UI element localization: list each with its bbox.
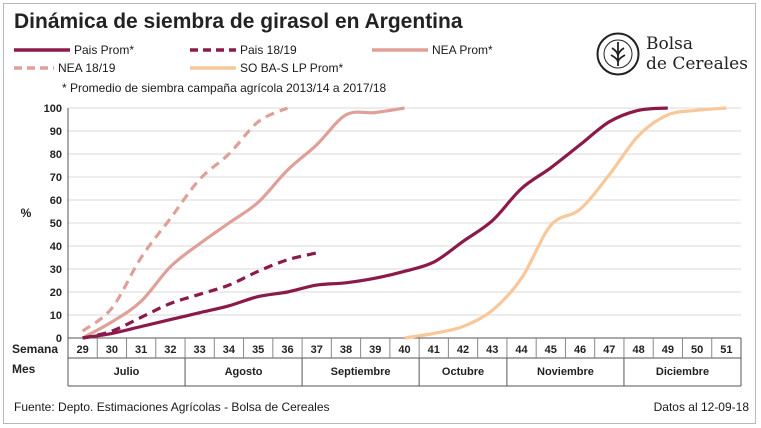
week-tick-label: 50 — [691, 344, 703, 356]
series-line-pais-18-19 — [82, 251, 318, 340]
legend-swatch-pais-prom — [14, 48, 70, 52]
week-row-label: Semana — [12, 342, 58, 356]
legend-label-nea-prom: NEA Prom* — [432, 43, 493, 57]
week-tick-label: 44 — [515, 344, 528, 356]
week-tick-label: 42 — [457, 344, 469, 356]
chart-note: * Promedio de siembra campaña agrícola 2… — [62, 81, 387, 95]
week-tick-label: 43 — [486, 344, 498, 356]
y-tick-label: 10 — [50, 310, 62, 322]
week-tick-label: 32 — [164, 344, 176, 356]
y-tick-label: 100 — [44, 103, 62, 115]
legend-item-soba-prom: SO BA-S LP Prom* — [190, 61, 343, 75]
series-line-pais-prom — [82, 106, 668, 340]
series-line-nea-prom — [81, 106, 405, 340]
legend-item-pais-prom: Pais Prom* — [14, 43, 134, 57]
y-tick-label: 60 — [50, 195, 62, 207]
y-tick-label: 30 — [50, 264, 62, 276]
source-footnote: Fuente: Depto. Estimaciones Agrícolas - … — [14, 400, 330, 414]
legend-label-pais-prom: Pais Prom* — [74, 43, 135, 57]
legend-item-nea-prom: NEA Prom* — [372, 43, 493, 57]
month-label: Diciembre — [656, 366, 709, 378]
y-tick-label: 80 — [50, 149, 62, 161]
week-tick-label: 37 — [311, 344, 323, 356]
legend-item-nea-1819: NEA 18/19 — [14, 61, 115, 75]
month-label: Septiembre — [331, 366, 391, 378]
week-tick-label: 34 — [223, 344, 236, 356]
week-tick-label: 29 — [77, 344, 89, 356]
logo-text-line1: Bolsa — [646, 34, 694, 54]
legend-label-pais-1819: Pais 18/19 — [240, 43, 297, 57]
week-tick-label: 51 — [720, 344, 732, 356]
y-tick-label: 90 — [50, 126, 62, 138]
month-label: Agosto — [225, 366, 263, 378]
y-tick-label: 40 — [50, 241, 62, 253]
seal-icon — [596, 32, 640, 76]
month-label: Julio — [114, 366, 140, 378]
chart-title: Dinámica de siembra de girasol en Argent… — [14, 10, 463, 33]
date-footnote: Datos al 12-09-18 — [653, 400, 749, 414]
y-tick-label: 0 — [56, 333, 62, 345]
series-line-so-ba-s-lp-prom — [404, 106, 727, 340]
week-tick-label: 30 — [106, 344, 118, 356]
month-label: Noviembre — [537, 366, 594, 378]
week-tick-label: 39 — [369, 344, 381, 356]
week-tick-label: 38 — [340, 344, 352, 356]
y-tick-label: 50 — [50, 218, 62, 230]
bolsa-de-cereales-logo: Bolsa de Cereales — [596, 30, 748, 78]
week-tick-label: 49 — [662, 344, 674, 356]
month-row-label: Mes — [12, 362, 36, 376]
legend-swatch-nea-1819 — [14, 66, 54, 70]
y-axis-label: % — [21, 206, 32, 220]
week-tick-label: 40 — [398, 344, 410, 356]
week-tick-label: 41 — [428, 344, 440, 356]
week-tick-label: 33 — [194, 344, 206, 356]
logo-text-line2: de Cereales — [646, 54, 748, 74]
legend-swatch-pais-1819 — [190, 48, 236, 52]
week-tick-label: 31 — [135, 344, 147, 356]
legend-label-soba-prom: SO BA-S LP Prom* — [240, 61, 344, 75]
y-tick-label: 70 — [50, 172, 62, 184]
week-tick-label: 35 — [252, 344, 264, 356]
legend-label-nea-1819: NEA 18/19 — [58, 61, 116, 75]
legend-swatch-soba-prom — [190, 66, 236, 70]
legend-item-pais-1819: Pais 18/19 — [190, 43, 297, 57]
week-tick-label: 48 — [632, 344, 644, 356]
legend-swatch-nea-prom — [372, 48, 428, 52]
y-tick-label: 20 — [50, 287, 62, 299]
chart-frame — [3, 3, 756, 424]
week-tick-label: 45 — [545, 344, 557, 356]
week-tick-label: 36 — [281, 344, 293, 356]
week-tick-label: 46 — [574, 344, 586, 356]
month-label: Octubre — [442, 366, 484, 378]
week-tick-label: 47 — [603, 344, 615, 356]
series-line-nea-18-19 — [81, 106, 289, 333]
